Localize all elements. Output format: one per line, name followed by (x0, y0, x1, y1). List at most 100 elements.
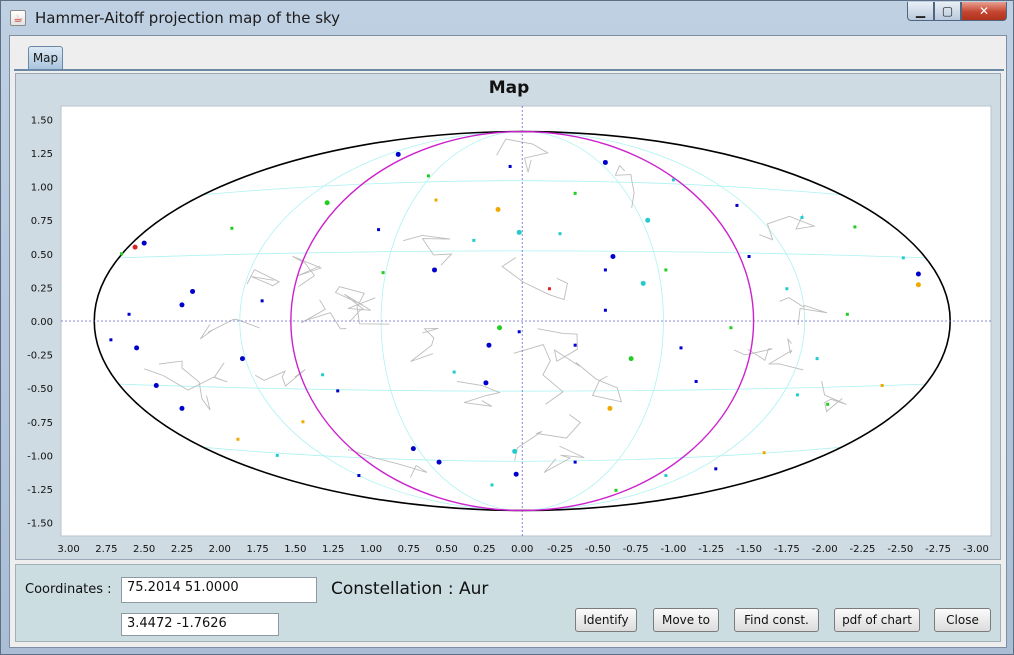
maximize-button[interactable]: ▢ (934, 2, 961, 21)
star-point (815, 357, 819, 361)
x-tick-label: -2.00 (812, 544, 838, 555)
title-bar[interactable]: ☕ Hammer-Aitoff projection map of the sk… (1, 1, 1013, 35)
star-point (729, 326, 733, 330)
close-window-button[interactable]: ✕ (961, 2, 1007, 21)
constellation-boundary (456, 380, 502, 407)
tab-map[interactable]: Map (28, 46, 63, 69)
star-point (602, 159, 608, 165)
star-point (119, 252, 123, 256)
star-point (714, 467, 718, 471)
star-point (275, 453, 279, 457)
star-point (190, 288, 196, 294)
constellation-boundary (767, 337, 804, 371)
star-point (452, 370, 456, 374)
star-point (513, 471, 519, 477)
star-point (640, 280, 646, 286)
star-point (694, 379, 698, 383)
controls-panel: Coordinates : 75.2014 51.0000 3.4472 -1.… (15, 564, 1001, 642)
constellation-boundary (513, 344, 564, 405)
star-point (826, 402, 830, 406)
star-point (483, 380, 489, 386)
x-tick-label: -3.00 (963, 544, 989, 555)
minimize-button[interactable]: ▁ (907, 2, 934, 21)
find-constellation-button[interactable]: Find const. (734, 608, 819, 632)
star-point (573, 460, 577, 464)
sky-chart[interactable]: 3.00 2.75 2.50 2.25 2.00 1.75 1.50 1.25 1.00 0.75… (16, 74, 1002, 561)
star-point (324, 200, 330, 206)
star-point (426, 174, 430, 178)
constellation-boundary (334, 286, 390, 325)
star-point (486, 342, 492, 348)
star-point (800, 216, 804, 220)
star-point (132, 244, 138, 250)
star-point (762, 451, 766, 455)
x-tick-label: 0.25 (473, 544, 495, 555)
y-tick-label: -0.50 (27, 384, 53, 395)
y-tick-label: 1.25 (31, 149, 53, 160)
y-tick-label: -0.25 (27, 351, 53, 362)
star-point (795, 393, 799, 397)
close-button[interactable]: Close (934, 608, 991, 632)
x-tick-label: 0.50 (435, 544, 457, 555)
star-point (260, 299, 264, 303)
star-point (134, 345, 140, 351)
constellation-boundary (496, 138, 550, 173)
map-title: Map (488, 78, 530, 98)
star-point (915, 271, 921, 277)
star-point (109, 338, 113, 342)
y-tick-label: -1.00 (27, 451, 53, 462)
constellation-boundary (158, 360, 211, 411)
star-point (127, 312, 131, 316)
y-tick-label: 1.00 (31, 183, 53, 194)
constellation-boundary (144, 362, 228, 391)
star-point (614, 488, 618, 492)
y-tick-label: 0.75 (31, 216, 53, 227)
x-tick-label: 1.00 (360, 544, 382, 555)
move-to-button[interactable]: Move to (653, 608, 719, 632)
constellation-boundary (410, 328, 439, 362)
constellation-boundary (200, 318, 260, 340)
star-point (664, 268, 668, 272)
x-tick-label: -2.50 (887, 544, 913, 555)
star-point (558, 232, 562, 236)
star-point (853, 225, 857, 229)
constellation-boundary (614, 164, 635, 208)
pdf-of-chart-button[interactable]: pdf of chart (834, 608, 920, 632)
constellation-label: Constellation : Aur (331, 579, 489, 599)
y-tick-label: -1.50 (27, 519, 53, 530)
star-point (321, 373, 325, 377)
star-point (239, 356, 245, 362)
star-point (495, 206, 501, 212)
constellation-boundary (301, 299, 347, 330)
window-title: Hammer-Aitoff projection map of the sky (35, 9, 341, 27)
identify-button[interactable]: Identify (575, 608, 637, 632)
coordinates-label: Coordinates : (25, 582, 112, 597)
java-cup-icon[interactable]: ☕ (10, 10, 26, 26)
star-point (490, 483, 494, 487)
star-point (607, 405, 613, 411)
star-point (179, 405, 185, 411)
star-point (436, 459, 442, 465)
x-tick-label: -0.50 (585, 544, 611, 555)
x-tick-label: -0.25 (547, 544, 573, 555)
star-point (785, 287, 789, 291)
coordinates-field[interactable]: 75.2014 51.0000 (121, 577, 317, 603)
star-point (735, 203, 739, 207)
star-point (901, 256, 905, 260)
x-tick-label: -1.25 (698, 544, 724, 555)
star-point (434, 198, 438, 202)
meridian-curve (290, 130, 755, 512)
star-point (377, 228, 381, 232)
secondary-coordinates-field[interactable]: 3.4472 -1.7626 (121, 613, 279, 636)
x-tick-label: 2.25 (171, 544, 193, 555)
constellation-boundary (779, 297, 828, 326)
constellation-boundary (537, 328, 580, 367)
tab-strip: Map (10, 36, 1006, 71)
y-tick-label: -0.75 (27, 418, 53, 429)
constellation-boundary (246, 268, 281, 287)
star-point (603, 308, 607, 312)
star-point (915, 282, 921, 288)
star-point (610, 254, 616, 259)
y-tick-label: 1.50 (31, 115, 53, 126)
star-point (603, 268, 607, 272)
